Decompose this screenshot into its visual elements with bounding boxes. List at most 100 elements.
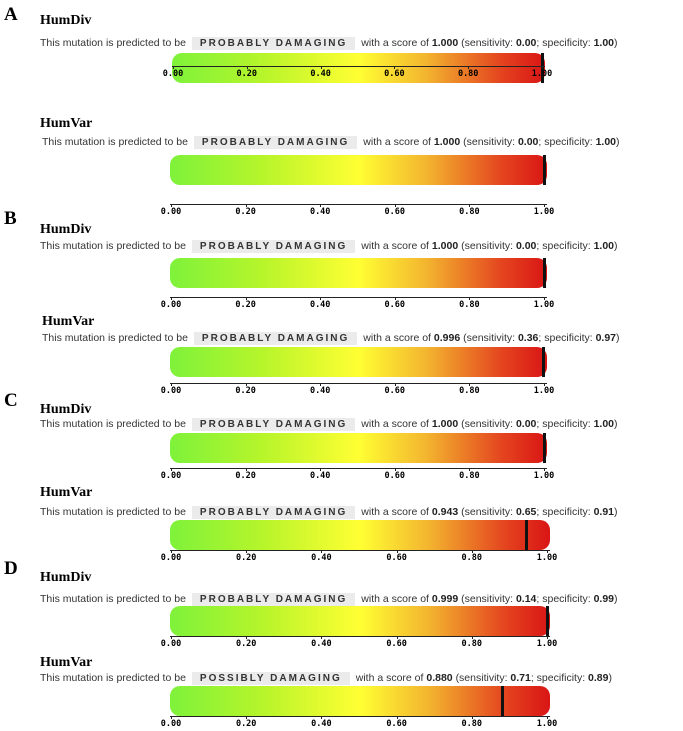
prediction-prefix: This mutation is predicted to be: [40, 672, 186, 684]
axis-tick: [245, 204, 247, 207]
specificity-value: 1.00: [593, 418, 615, 430]
prediction-sentence: This mutation is predicted to be PROBABLY…: [40, 593, 618, 606]
axis-tick-label: 0.00: [160, 471, 182, 481]
close-paren: ): [616, 136, 620, 148]
axis-tick-label: 0.40: [309, 471, 331, 481]
axis-tick: [396, 550, 398, 553]
axis-tick: [394, 468, 396, 471]
axis-line: [170, 550, 550, 551]
score-value: 1.000: [431, 240, 459, 252]
sensitivity-label: (sensitivity:: [461, 240, 516, 252]
axis-tick: [171, 383, 172, 386]
method-label: HumDiv: [40, 402, 92, 417]
axis-tick: [171, 204, 172, 207]
axis-line: [170, 204, 547, 205]
specificity-label: ; specificity:: [536, 240, 594, 252]
prediction-badge: POSSIBLY DAMAGING: [191, 672, 350, 685]
sensitivity-label: (sensitivity:: [463, 332, 518, 344]
axis-tick-label: 0.40: [311, 719, 332, 729]
score-marker: [543, 433, 546, 463]
axis-tick-label: 0.00: [160, 207, 182, 217]
score-axis: 0.00 0.20 0.40 0.60 0.80 1.00: [161, 550, 557, 564]
score-gradient-bar: [170, 606, 550, 636]
axis-tick: [173, 66, 174, 69]
axis-tick: [171, 636, 172, 639]
axis-line: [170, 297, 547, 298]
axis-tick: [246, 66, 248, 69]
axis-tick-label: 0.00: [160, 300, 182, 310]
score-value: 0.999: [431, 593, 459, 605]
axis-tick-label: 0.00: [160, 639, 182, 649]
axis-line: [170, 636, 550, 637]
score-gradient-bar: [170, 686, 550, 716]
axis-tick: [171, 468, 172, 471]
method-label: HumDiv: [40, 222, 92, 237]
axis-tick-label: 0.20: [235, 386, 256, 396]
score-marker: [524, 520, 528, 550]
axis-tick: [396, 716, 398, 719]
score-text: with a score of: [363, 332, 434, 344]
axis-tick: [469, 383, 471, 386]
prediction-sentence: This mutation is predicted to be POSSIBLY…: [40, 672, 612, 685]
score-marker: [541, 347, 545, 377]
score-marker: [545, 606, 549, 636]
axis-line: [170, 716, 550, 717]
score-text: with a score of: [363, 136, 434, 148]
method-label: HumVar: [42, 314, 95, 329]
score-value: 1.000: [433, 136, 461, 148]
axis-tick-label: 1.00: [536, 719, 558, 729]
axis-tick-label: 0.20: [235, 300, 256, 310]
axis-tick-label: 0.20: [235, 639, 257, 649]
axis-tick-label: 0.80: [461, 639, 483, 649]
axis-tick-label: 0.60: [384, 386, 406, 396]
axis-tick-label: 1.00: [536, 639, 558, 649]
axis-tick-label: 0.40: [309, 300, 331, 310]
method-label: HumVar: [40, 116, 93, 131]
axis-tick-label: 0.40: [309, 207, 331, 217]
prediction-prefix: This mutation is predicted to be: [40, 593, 186, 605]
axis-tick-label: 0.20: [235, 719, 257, 729]
score-axis: 0.00 0.20 0.40 0.60 0.80 1.00: [161, 468, 554, 482]
panel-letter: C: [4, 390, 18, 411]
axis-tick: [394, 204, 396, 207]
specificity-value: 0.91: [593, 506, 615, 518]
axis-tick-label: 1.00: [533, 471, 555, 481]
prediction-sentence: This mutation is predicted to be PROBABLY…: [40, 37, 618, 50]
method-label: HumVar: [40, 485, 93, 500]
prediction-sentence: This mutation is predicted to be PROBABLY…: [42, 136, 620, 149]
axis-tick-label: 0.80: [459, 207, 480, 217]
specificity-label: ; specificity:: [536, 593, 594, 605]
axis-line: [170, 383, 547, 384]
sensitivity-label: (sensitivity:: [455, 672, 511, 684]
axis-tick: [245, 383, 247, 386]
score-axis: 0.00 0.20 0.40 0.60 0.80 1.00: [161, 383, 554, 397]
panel-letter: D: [4, 558, 18, 579]
axis-tick: [320, 468, 322, 471]
score-text: with a score of: [361, 593, 432, 605]
prediction-sentence: This mutation is predicted to be PROBABLY…: [42, 332, 620, 345]
score-value: 0.996: [433, 332, 461, 344]
score-value: 1.000: [431, 37, 459, 49]
prediction-badge: PROBABLY DAMAGING: [193, 332, 358, 345]
specificity-value: 1.00: [595, 136, 617, 148]
score-gradient-bar: [170, 433, 547, 463]
specificity-label: ; specificity:: [536, 37, 594, 49]
close-paren: ): [614, 37, 618, 49]
axis-tick-label: 1.00: [533, 300, 555, 310]
specificity-label: ; specificity:: [530, 672, 589, 684]
prediction-badge: PROBABLY DAMAGING: [191, 240, 356, 253]
axis-tick: [394, 297, 396, 300]
axis-tick: [547, 550, 548, 553]
score-text: with a score of: [361, 240, 432, 252]
axis-tick-label: 0.60: [384, 69, 405, 79]
prediction-prefix: This mutation is predicted to be: [40, 240, 186, 252]
axis-tick: [544, 204, 545, 207]
score-gradient-bar: [170, 520, 550, 550]
prediction-badge: PROBABLY DAMAGING: [191, 506, 356, 519]
prediction-prefix: This mutation is predicted to be: [40, 506, 186, 518]
axis-tick-label: 0.20: [235, 471, 256, 481]
sensitivity-value: 0.00: [515, 37, 537, 49]
axis-tick: [321, 550, 323, 553]
prediction-prefix: This mutation is predicted to be: [40, 418, 186, 430]
axis-tick: [320, 66, 322, 69]
